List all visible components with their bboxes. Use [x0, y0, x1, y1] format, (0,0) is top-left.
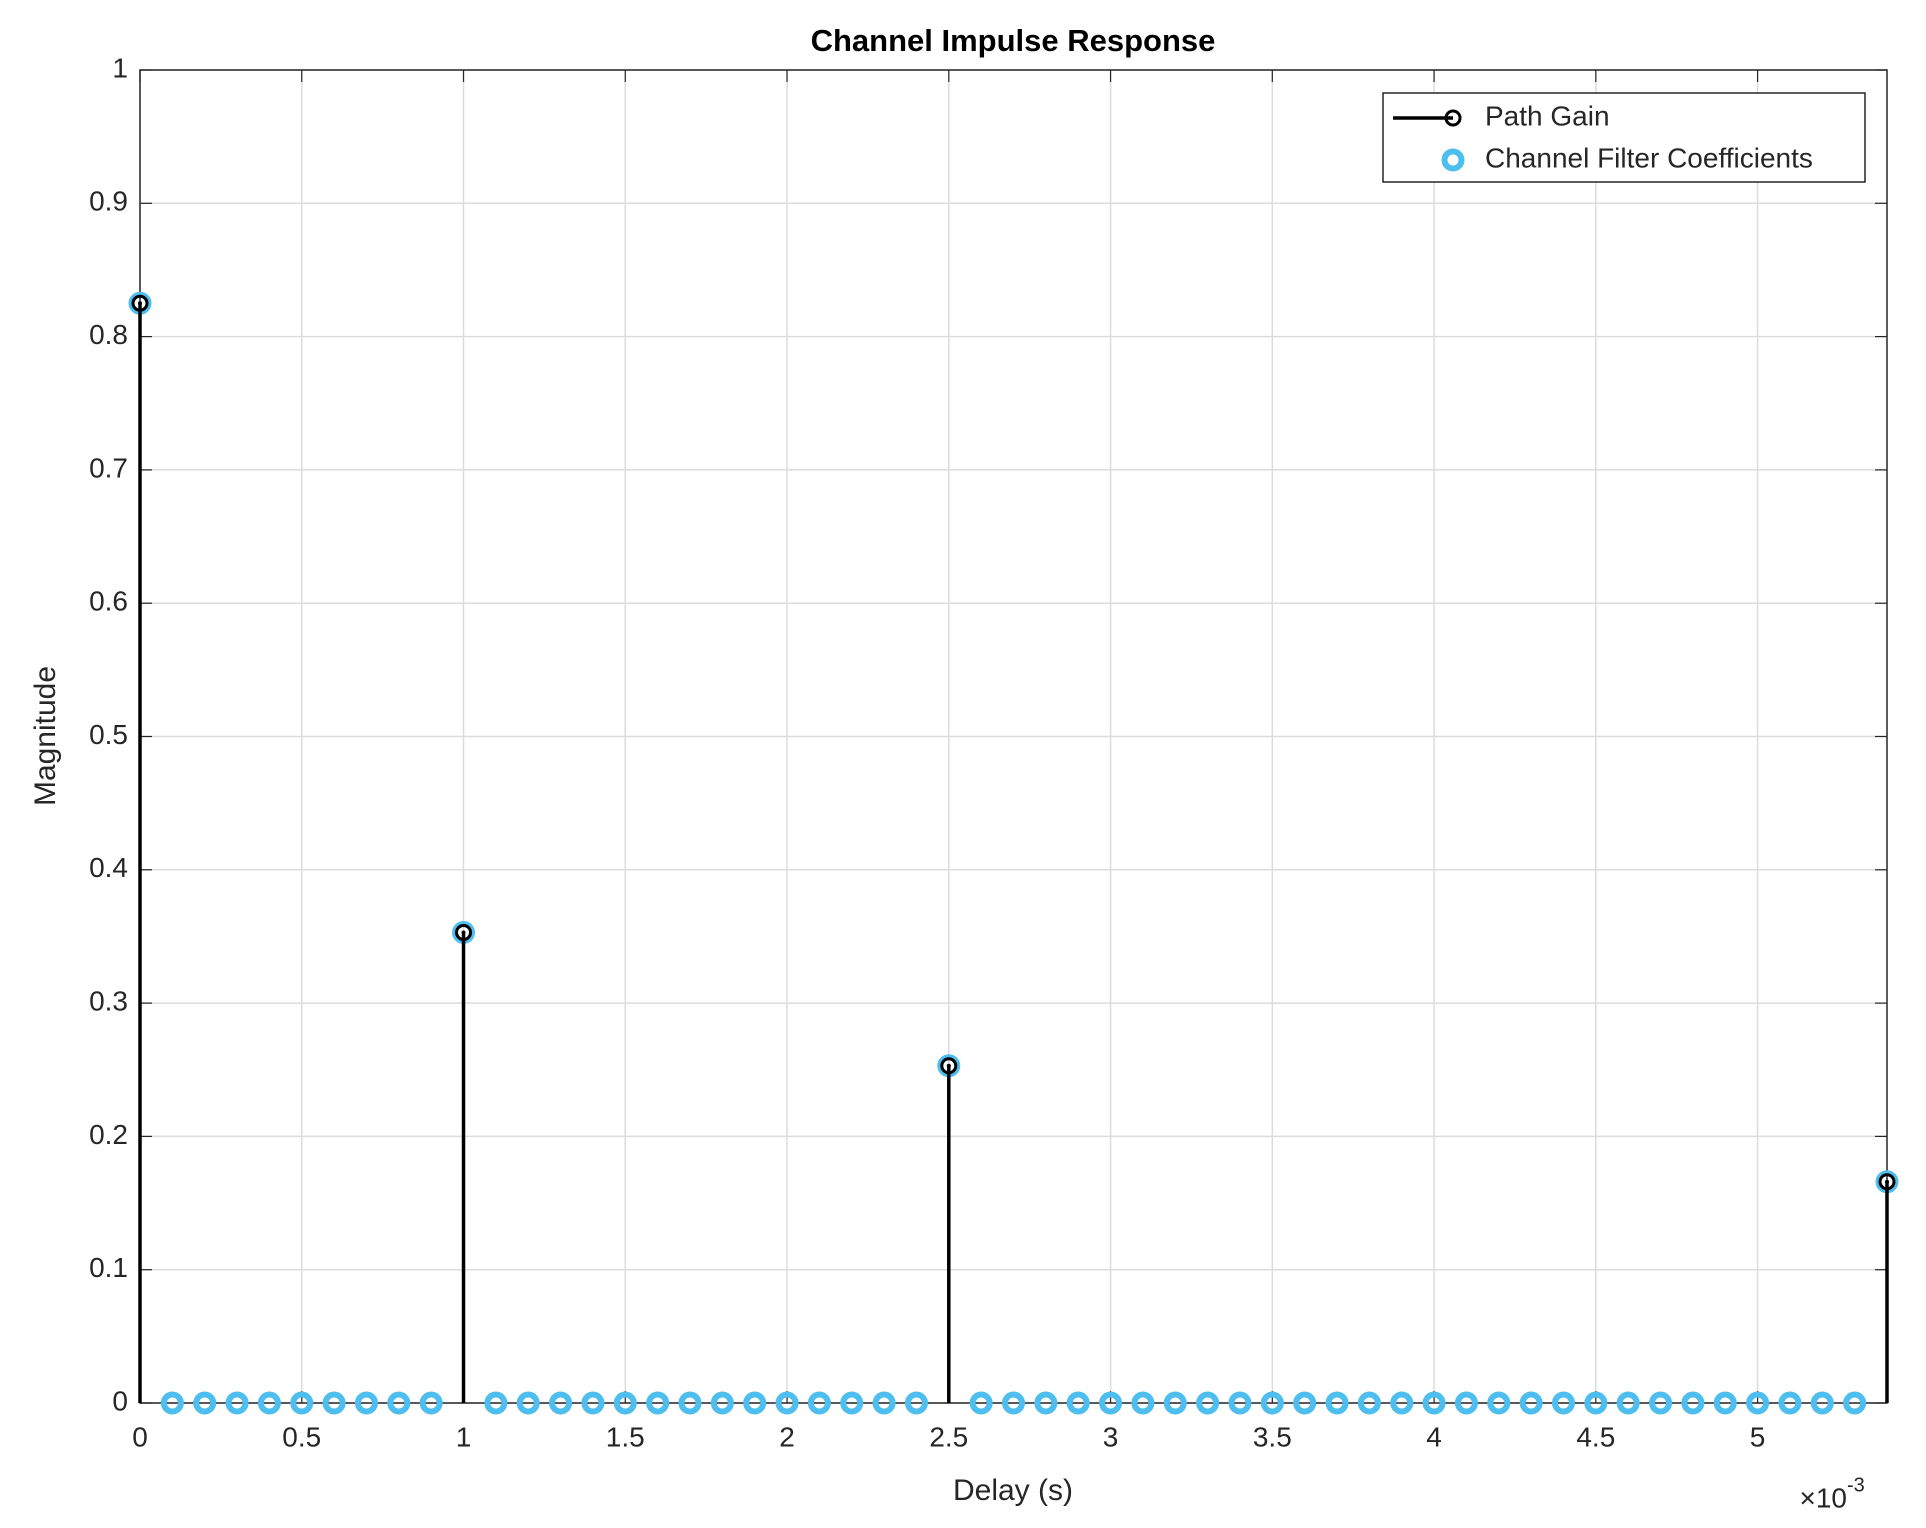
marker	[322, 1391, 346, 1415]
x-axis-label: Delay (s)	[953, 1474, 1073, 1507]
marker	[290, 1391, 314, 1415]
marker	[646, 1391, 670, 1415]
legend-label: Path Gain	[1485, 100, 1610, 131]
marker	[1681, 1391, 1705, 1415]
marker	[1843, 1391, 1867, 1415]
y-tick-label: 0.9	[89, 186, 128, 217]
x-exponent: -3	[1847, 1474, 1865, 1496]
marker	[1584, 1391, 1608, 1415]
x-tick-label: 5	[1750, 1421, 1766, 1452]
y-tick-label: 0.3	[89, 985, 128, 1016]
y-tick-label: 0.1	[89, 1252, 128, 1283]
marker	[1649, 1391, 1673, 1415]
marker	[613, 1391, 637, 1415]
marker	[840, 1391, 864, 1415]
stem-marker	[1878, 1173, 1896, 1191]
stem-marker	[940, 1057, 958, 1075]
x-tick-label: 0.5	[282, 1421, 321, 1452]
marker	[1131, 1391, 1155, 1415]
marker	[484, 1391, 508, 1415]
marker	[1390, 1391, 1414, 1415]
x-tick-label: 3.5	[1253, 1421, 1292, 1452]
marker	[354, 1391, 378, 1415]
stem-marker	[131, 294, 149, 312]
y-tick-label: 0.2	[89, 1119, 128, 1150]
marker	[904, 1391, 928, 1415]
legend-marker	[1441, 148, 1465, 172]
marker	[581, 1391, 605, 1415]
marker	[516, 1391, 540, 1415]
marker	[743, 1391, 767, 1415]
chart-title: Channel Impulse Response	[811, 23, 1216, 58]
y-axis-label: Magnitude	[29, 666, 62, 806]
marker	[1778, 1391, 1802, 1415]
marker	[1163, 1391, 1187, 1415]
legend-marker	[1444, 109, 1462, 127]
legend-label: Channel Filter Coefficients	[1485, 142, 1813, 173]
marker	[872, 1391, 896, 1415]
marker	[193, 1391, 217, 1415]
y-tick-label: 0.4	[89, 852, 128, 883]
marker	[1002, 1391, 1025, 1415]
stem-marker-center	[461, 930, 466, 935]
marker	[1616, 1391, 1640, 1415]
x-tick-label: 2	[779, 1421, 795, 1452]
marker	[1422, 1391, 1446, 1415]
marker	[549, 1391, 573, 1415]
marker	[1713, 1391, 1737, 1415]
marker	[1260, 1391, 1284, 1415]
marker	[1487, 1391, 1511, 1415]
x-tick-label: 3	[1103, 1421, 1119, 1452]
marker	[1551, 1391, 1575, 1415]
marker	[775, 1391, 799, 1415]
x-multiplier: ×10	[1800, 1482, 1848, 1513]
marker	[1454, 1391, 1478, 1415]
marker	[807, 1391, 831, 1415]
marker	[1357, 1391, 1381, 1415]
y-tick-label: 0.7	[89, 452, 128, 483]
marker	[387, 1391, 411, 1415]
x-tick-label: 4.5	[1576, 1421, 1615, 1452]
marker	[257, 1391, 281, 1415]
stem-marker-center	[138, 301, 142, 306]
y-tick-label: 0	[112, 1385, 128, 1416]
marker	[1099, 1391, 1123, 1415]
marker	[710, 1391, 734, 1415]
stem-marker-center	[1885, 1179, 1889, 1184]
marker	[1810, 1391, 1834, 1415]
marker	[1066, 1391, 1090, 1415]
marker	[678, 1391, 702, 1415]
x-tick-label: 0	[132, 1421, 148, 1452]
x-tick-label: 2.5	[929, 1421, 968, 1452]
legend-box	[1382, 92, 1866, 183]
marker	[419, 1391, 443, 1415]
marker	[969, 1391, 993, 1415]
stem-marker-center	[946, 1063, 951, 1068]
x-tick-label: 1	[456, 1421, 472, 1452]
stem-marker	[455, 923, 473, 941]
y-tick-label: 0.6	[89, 586, 128, 617]
marker	[1293, 1391, 1317, 1415]
marker	[1325, 1391, 1349, 1415]
marker	[225, 1391, 249, 1415]
marker	[1228, 1391, 1252, 1415]
marker	[160, 1391, 184, 1415]
marker	[1519, 1391, 1543, 1415]
y-tick-label: 0.8	[89, 319, 128, 350]
marker	[1196, 1391, 1220, 1415]
y-tick-label: 0.5	[89, 719, 128, 750]
marker	[1034, 1391, 1058, 1415]
x-tick-label: 1.5	[606, 1421, 645, 1452]
marker	[1746, 1391, 1770, 1415]
y-tick-label: 1	[112, 52, 128, 83]
x-tick-label: 4	[1426, 1421, 1442, 1452]
